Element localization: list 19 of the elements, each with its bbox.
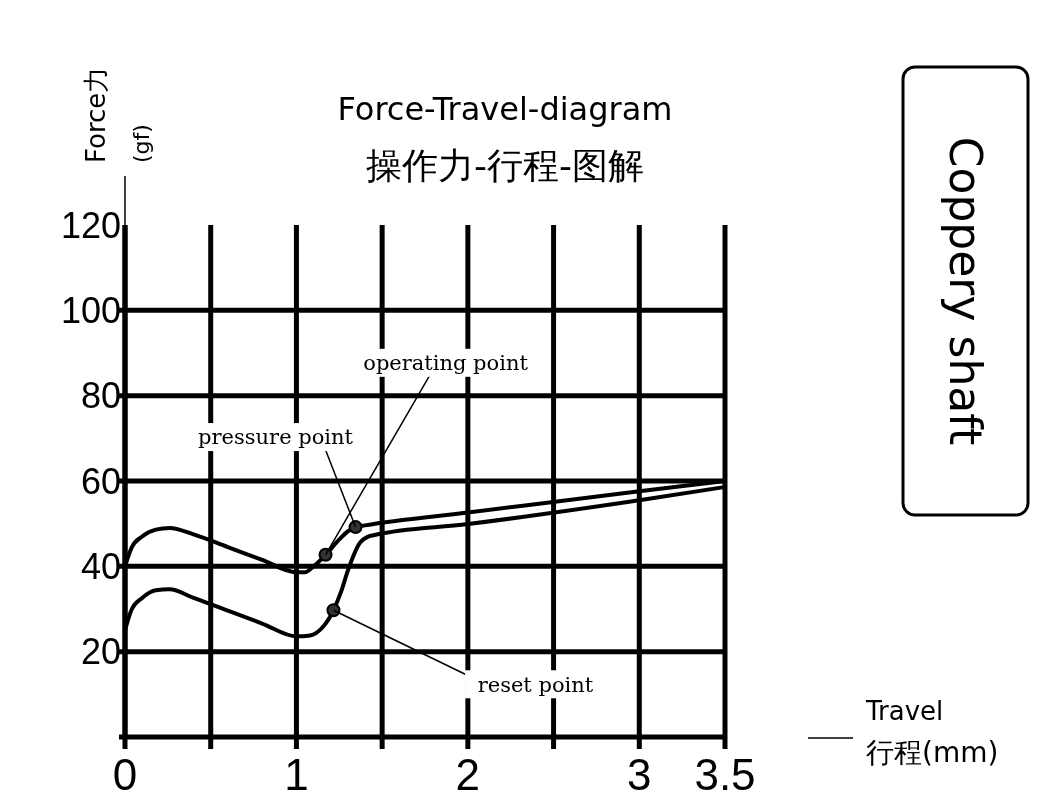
annotation: reset point [477,672,594,697]
annotation: pressure point [198,425,354,450]
y-tick-label: 20 [80,631,121,673]
x-tick-label: 3 [627,750,652,799]
text: Coppery shaft [940,136,991,446]
y-tick-label: 120 [60,204,121,246]
y-tick-label: 40 [80,545,121,587]
x-tick-label: 3.5 [694,750,756,799]
chart-title: Force-Travel-diagram [337,90,673,128]
x-tick-label: 2 [455,750,481,799]
y-tick-label: 80 [80,375,121,417]
y-tick-label: 60 [80,460,121,502]
chart-subtitle: 操作力-行程-图解 [366,145,644,186]
y-axis-title: Force力 (gf) [81,66,154,163]
x-axis-title: Travel 行程(mm) [865,696,999,769]
x-tick-label: 1 [284,750,309,799]
x-tick-label: 0 [112,750,138,799]
annotation: operating point [363,351,529,376]
y-tick-label: 100 [60,289,121,331]
